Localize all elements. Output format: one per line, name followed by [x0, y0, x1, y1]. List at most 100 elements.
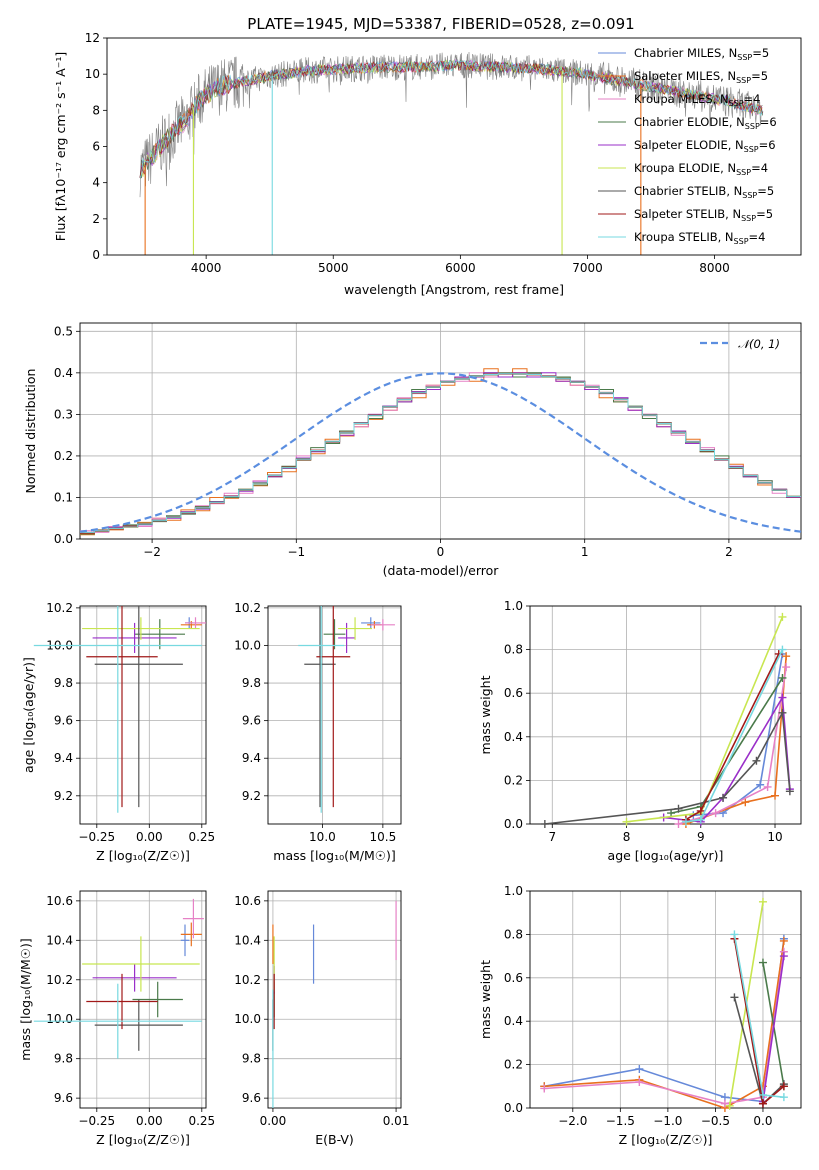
- histogram-salpeter-elodie: [80, 372, 801, 533]
- x-tick-label: 5000: [318, 261, 349, 275]
- x-tick-label: 0.01: [383, 1114, 410, 1128]
- weight-marker-salpeter-elodie: [779, 952, 788, 961]
- y-tick-label: 10.4: [46, 933, 73, 947]
- y-axis-label: age [log₁₀(age/yr)]: [21, 657, 36, 773]
- x-tick-label: 0: [437, 545, 445, 559]
- y-tick-label: 0.2: [504, 1058, 523, 1072]
- y-tick-label: 8: [92, 103, 100, 117]
- histogram-kroupa-stelib: [80, 373, 801, 533]
- y-tick-label: 9.2: [242, 789, 261, 803]
- legend-label-kroupa-miles: Kroupa MILES, NSSP=4: [634, 92, 760, 108]
- age-vs-mass-panel: 10.0 10.5 9.2 9.4 9.6 9.8 10.0 10.2 mass [log₁₀(…: [234, 601, 402, 863]
- weight-line-kroupa-miles: [544, 951, 785, 1105]
- x-axis-label: E(B-V): [315, 1132, 354, 1147]
- x-tick-label: 10.0: [309, 830, 336, 844]
- legend-label-kroupa-elodie: Kroupa ELODIE, NSSP=4: [634, 161, 768, 177]
- x-tick-label: 6000: [445, 261, 476, 275]
- axes-frame: [79, 322, 802, 540]
- y-tick-label: 0.3: [54, 407, 73, 421]
- weight-marker-kroupa-miles: [720, 1099, 729, 1108]
- mass-vs-extinction-panel: 0.00 0.01 9.6 9.8 10.0 10.2 10.4 10.6 E(B-V): [234, 890, 410, 1147]
- y-tick-label: 9.4: [54, 751, 73, 765]
- x-tick-label: 2: [725, 545, 733, 559]
- y-tick-label: 0.4: [54, 366, 73, 380]
- model-spectrum-kroupa-stelib: [139, 59, 763, 179]
- x-tick-label: 7: [548, 830, 556, 844]
- axes-frame: [106, 37, 802, 256]
- y-tick-label: 10.2: [46, 601, 73, 615]
- axes-frame: [529, 605, 802, 825]
- weight-marker-chabrier-elodie: [758, 958, 767, 967]
- y-axis-label: Normed distribution: [23, 369, 38, 494]
- y-tick-label: 10.0: [234, 638, 261, 652]
- weight-marker-kroupa-stelib: [778, 645, 787, 654]
- axes-frame: [79, 605, 207, 825]
- weight-marker-salpeter-miles: [782, 652, 791, 661]
- weight-marker-kroupa-elodie: [778, 612, 787, 621]
- y-axis-label: mass [log₁₀(M/M☉)]: [18, 938, 33, 1060]
- weight-line-salpeter-elodie: [762, 955, 785, 1102]
- weight-marker-kroupa-stelib: [730, 930, 739, 939]
- weight-line-chabrier-stelib: [544, 710, 791, 825]
- x-axis-label: age [log₁₀(age/yr)]: [608, 848, 724, 863]
- y-tick-label: 9.4: [242, 751, 261, 765]
- x-axis-label: wavelength [Angstrom, rest frame]: [344, 282, 564, 297]
- x-axis-label: Z [log₁₀(Z/Z☉)]: [96, 848, 190, 863]
- x-tick-label: 9: [697, 830, 705, 844]
- y-tick-label: 9.2: [54, 789, 73, 803]
- weight-marker-salpeter-miles: [741, 798, 750, 807]
- x-tick-label: 8: [623, 830, 631, 844]
- weight-marker-kroupa-miles: [782, 663, 791, 672]
- mass-weight-vs-metallicity-panel: −2.0 −1.5 −1.0 −0.5 0.0 0.0 0.2 0.4 0.6 0.8 1.0 Z […: [478, 884, 802, 1147]
- weight-line-kroupa-stelib: [733, 934, 784, 1098]
- x-tick-label: −2.0: [558, 1114, 587, 1128]
- y-tick-label: 0.2: [54, 449, 73, 463]
- y-tick-label: 0.6: [504, 971, 523, 985]
- x-tick-label: −0.5: [701, 1114, 730, 1128]
- weight-marker-chabrier-miles: [635, 1064, 644, 1073]
- weight-marker-chabrier-stelib: [730, 993, 739, 1002]
- x-axis-label: Z [log₁₀(Z/Z☉)]: [96, 1132, 190, 1147]
- weight-marker-chabrier-stelib: [674, 804, 683, 813]
- y-axis-label: Flux [fλ10⁻¹⁷ erg cm⁻² s⁻¹ A⁻¹]: [53, 52, 68, 241]
- y-tick-label: 9.8: [54, 1052, 73, 1066]
- y-tick-label: 0.4: [504, 1014, 523, 1028]
- x-tick-label: 8000: [699, 261, 730, 275]
- x-tick-label: 0.25: [188, 830, 215, 844]
- x-tick-label: −0.25: [78, 1114, 115, 1128]
- weight-marker-salpeter-miles: [771, 791, 780, 800]
- weight-marker-salpeter-miles: [779, 936, 788, 945]
- y-tick-label: 0.4: [504, 730, 523, 744]
- weight-marker-kroupa-stelib: [779, 1093, 788, 1102]
- legend-label-salpeter-elodie: Salpeter ELODIE, NSSP=6: [634, 138, 776, 154]
- legend-label-chabrier-elodie: Chabrier ELODIE, NSSP=6: [634, 115, 777, 131]
- residual-histogram-panel: −2 −1 0 1 2 0.0 0.1 0.2 0.3 0.4 0.5 (data-model)/er…: [23, 322, 802, 578]
- model-spectrum-kroupa-elodie: [139, 59, 763, 178]
- weight-marker-chabrier-elodie: [667, 809, 676, 818]
- age-vs-metallicity-panel: −0.25 0.00 0.259.29.49.69.810.010.2Z [log₁…: [21, 601, 215, 863]
- y-tick-label: 10.6: [46, 894, 73, 908]
- weight-marker-chabrier-stelib: [719, 793, 728, 802]
- y-tick-label: 9.6: [54, 714, 73, 728]
- y-tick-label: 9.6: [242, 1091, 261, 1105]
- x-axis-label: (data-model)/error: [383, 563, 500, 578]
- y-tick-label: 0.0: [54, 532, 73, 546]
- y-tick-label: 4: [92, 176, 100, 190]
- x-tick-label: −0.25: [78, 830, 115, 844]
- x-tick-label: −1: [287, 545, 305, 559]
- legend-label-normal: 𝒩(0, 1): [738, 337, 780, 351]
- y-tick-label: 9.6: [242, 714, 261, 728]
- x-tick-label: 7000: [572, 261, 603, 275]
- weight-marker-kroupa-miles: [763, 782, 772, 791]
- x-tick-label: −1.5: [606, 1114, 635, 1128]
- y-tick-label: 9.8: [242, 676, 261, 690]
- y-tick-label: 10: [85, 67, 100, 81]
- y-tick-label: 10.4: [234, 933, 261, 947]
- axes-frame: [267, 890, 402, 1109]
- y-tick-label: 6: [92, 140, 100, 154]
- x-tick-label: −1.0: [653, 1114, 682, 1128]
- x-tick-label: 10.5: [370, 830, 397, 844]
- weight-line-salpeter-miles: [544, 940, 785, 1109]
- weight-marker-kroupa-miles: [674, 820, 683, 828]
